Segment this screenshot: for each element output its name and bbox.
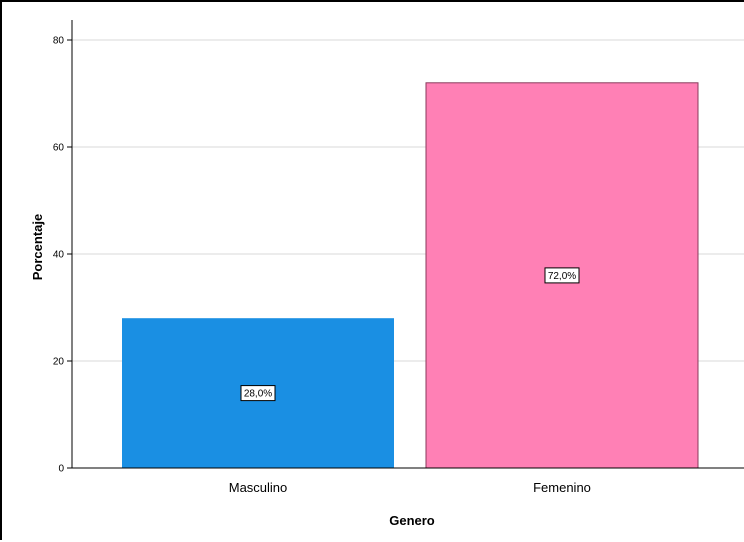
x-category-label-masculino: Masculino [229, 480, 288, 495]
data-label-femenino: 72,0% [548, 271, 576, 282]
x-category-labels: Masculino Femenino [229, 480, 591, 495]
bars [122, 82, 699, 469]
x-axis-title: Genero [389, 513, 435, 528]
axes [71, 20, 744, 469]
y-tick-label-0: 0 [58, 464, 64, 475]
data-labels: 28,0% 72,0% [240, 267, 580, 402]
y-axis-title: Porcentaje [30, 214, 45, 280]
y-tick-label-60: 60 [53, 143, 65, 154]
y-tick-label-20: 20 [53, 357, 65, 368]
data-label-masculino: 28,0% [244, 389, 272, 400]
data-label-box-femenino [544, 267, 580, 284]
y-tick-label-40: 40 [53, 250, 65, 261]
data-label-box-masculino [240, 385, 276, 402]
y-tick-label-80: 80 [53, 36, 65, 47]
y-ticks: 0 20 40 60 80 [53, 36, 72, 475]
x-category-label-femenino: Femenino [533, 480, 591, 495]
